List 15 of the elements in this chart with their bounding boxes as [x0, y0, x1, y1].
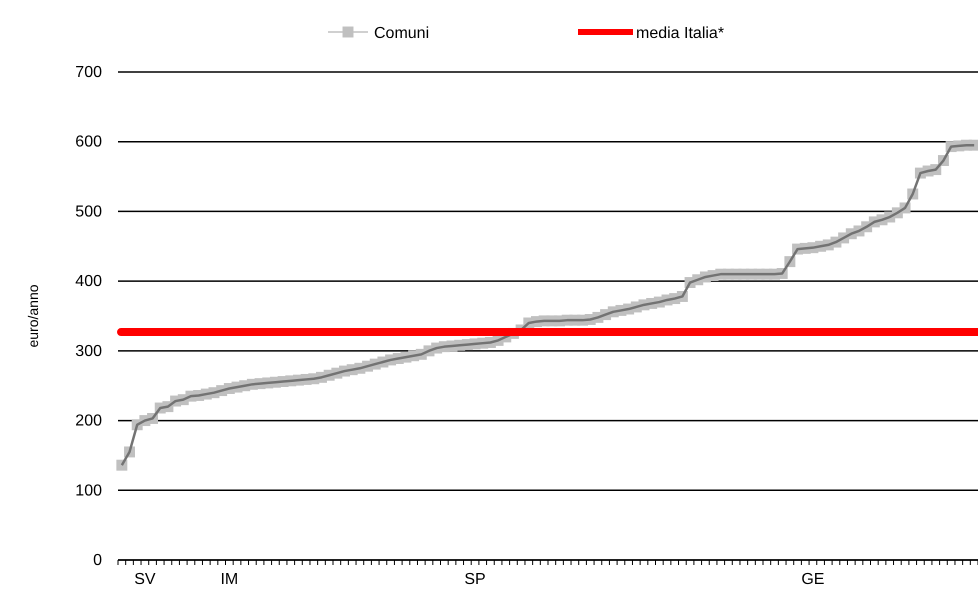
x-tick-label: GE — [801, 571, 824, 588]
x-tick-label: SP — [464, 571, 486, 588]
legend-label: media Italia* — [636, 25, 724, 42]
x-tick-label: IM — [220, 571, 238, 588]
x-tick-label: SV — [134, 571, 156, 588]
y-tick-label: 500 — [75, 203, 102, 220]
y-tick-label: 400 — [75, 273, 102, 290]
y-axis-title: euro/anno — [25, 284, 41, 348]
y-tick-label: 300 — [75, 342, 102, 360]
y-tick-label: 0 — [93, 552, 102, 569]
y-tick-label: 100 — [75, 482, 102, 500]
legend-label: Comuni — [374, 25, 430, 42]
y-tick-label: 600 — [75, 134, 102, 151]
y-tick-label: 200 — [75, 412, 102, 430]
y-tick-label: 700 — [75, 64, 102, 81]
